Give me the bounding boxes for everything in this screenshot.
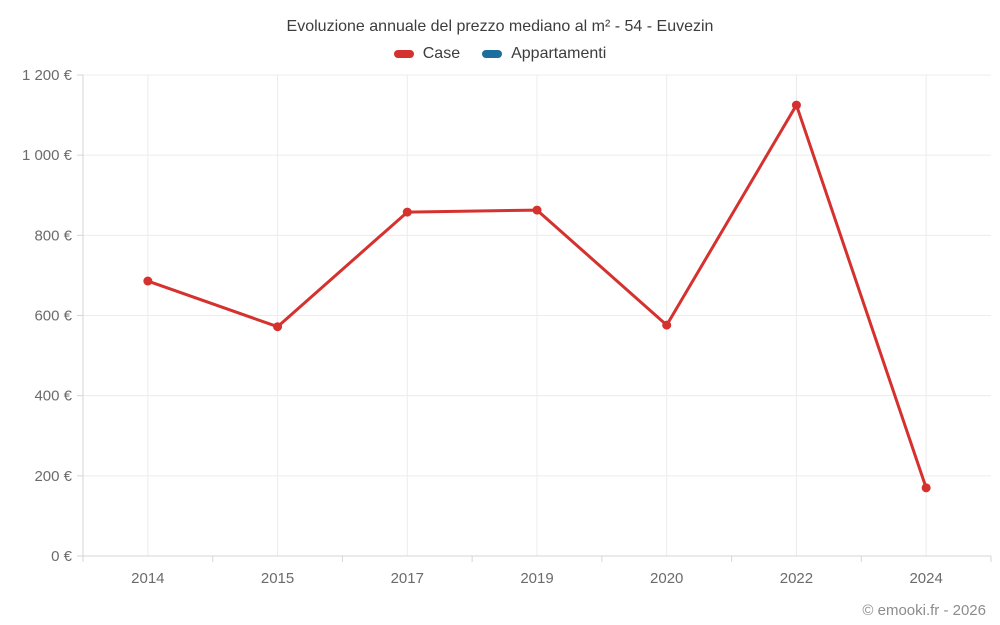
data-point-case-2017[interactable]: [402, 207, 412, 217]
x-tick-label: 2017: [391, 570, 424, 587]
x-tick-label: 2019: [520, 570, 553, 587]
legend-item-case[interactable]: Case: [393, 45, 461, 63]
x-tick-label: 2014: [131, 570, 164, 587]
legend-label-case: Case: [422, 45, 461, 62]
legend: Case Appartamenti: [0, 45, 1000, 63]
data-point-case-2014[interactable]: [143, 276, 153, 286]
x-tick-label: 2015: [261, 570, 294, 587]
legend-item-appartamenti[interactable]: Appartamenti: [482, 45, 606, 63]
copyright: © emooki.fr - 2026: [862, 602, 986, 619]
data-point-case-2024[interactable]: [921, 483, 931, 493]
y-tick-label: 600 €: [34, 308, 72, 325]
y-tick-label: 1 200 €: [22, 67, 73, 84]
data-point-case-2020[interactable]: [662, 320, 672, 330]
legend-label-appartamenti: Appartamenti: [511, 45, 607, 62]
x-tick-label: 2022: [780, 570, 813, 587]
chart-title: Evoluzione annuale del prezzo mediano al…: [286, 18, 714, 35]
y-tick-label: 400 €: [34, 388, 72, 405]
x-tick-label: 2020: [650, 570, 683, 587]
y-tick-label: 0 €: [51, 548, 73, 565]
appartamenti-series-swatch: [482, 50, 503, 58]
data-point-case-2022[interactable]: [791, 100, 801, 110]
data-point-case-2015[interactable]: [273, 322, 283, 332]
data-point-case-2019[interactable]: [532, 205, 542, 215]
y-tick-label: 1 000 €: [22, 147, 73, 164]
y-tick-label: 200 €: [34, 468, 72, 485]
x-tick-label: 2024: [909, 570, 942, 587]
y-tick-label: 800 €: [34, 227, 72, 244]
case-series-swatch: [393, 50, 414, 58]
